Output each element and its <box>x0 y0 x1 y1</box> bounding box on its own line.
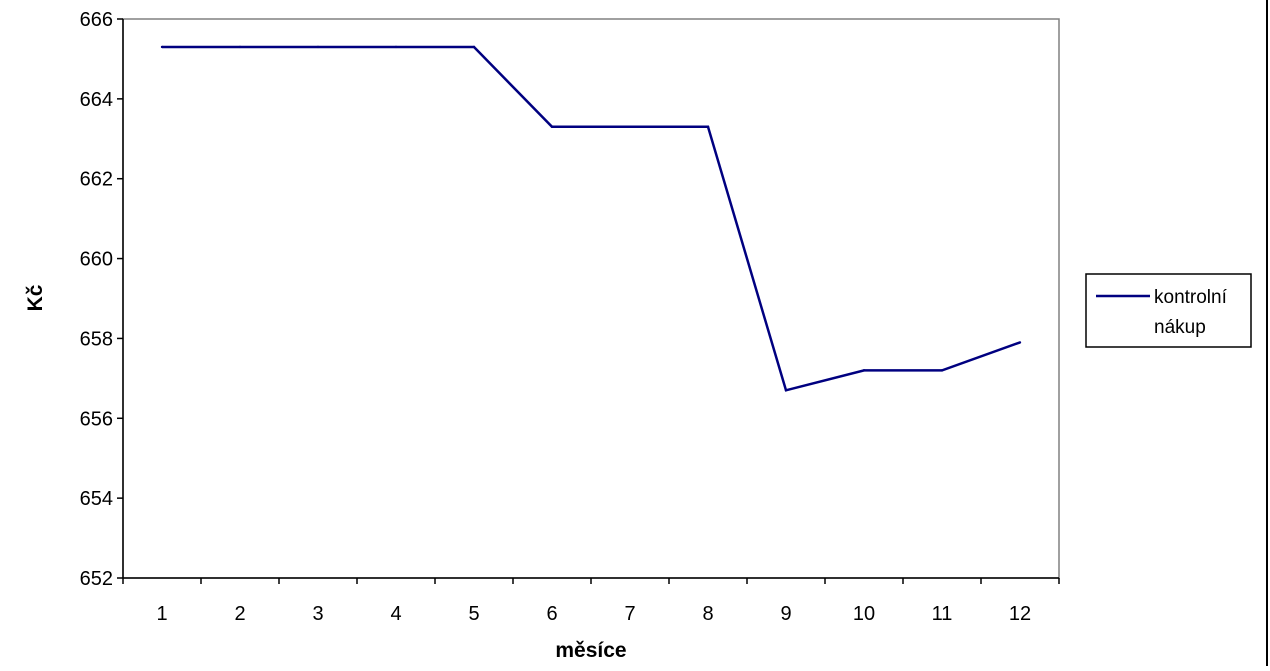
y-tick-label: 654 <box>80 488 113 510</box>
x-axis: 1 2 3 4 5 6 7 8 9 10 11 12 <box>122 577 1060 625</box>
data-point <box>628 125 632 129</box>
x-axis-title: měsíce <box>555 639 626 662</box>
data-point <box>940 369 944 372</box>
x-tick-label: 3 <box>312 603 323 625</box>
x-tick-label: 5 <box>468 603 479 625</box>
y-axis-title: Kč <box>24 284 47 311</box>
data-point <box>238 45 242 49</box>
data-point <box>706 125 710 129</box>
x-tick-label: 11 <box>932 603 953 625</box>
data-point <box>862 369 866 372</box>
data-point <box>784 389 788 392</box>
x-tick-label: 10 <box>853 603 875 625</box>
data-point <box>160 45 164 49</box>
y-axis: 652 654 656 658 660 662 664 666 <box>80 9 124 590</box>
legend-label-line-1: kontrolní <box>1154 287 1228 308</box>
x-tick-label: 4 <box>390 603 401 625</box>
data-point <box>1018 341 1022 344</box>
legend-label-line-2: nákup <box>1154 317 1206 338</box>
data-point <box>550 125 554 129</box>
data-point <box>472 45 476 49</box>
legend: kontrolní nákup <box>1085 273 1252 348</box>
x-tick-label: 9 <box>780 603 791 625</box>
y-tick-label: 656 <box>80 408 113 430</box>
y-tick-label: 662 <box>80 169 113 191</box>
x-tick-label: 12 <box>1009 603 1031 625</box>
x-tick-label: 6 <box>546 603 557 625</box>
data-point <box>394 45 398 49</box>
x-tick-label: 1 <box>156 603 167 625</box>
y-tick-label: 658 <box>80 328 113 350</box>
x-tick-label: 7 <box>624 603 635 625</box>
legend-box <box>1085 273 1252 348</box>
y-tick-label: 652 <box>80 568 113 590</box>
x-tick-label: 8 <box>702 603 713 625</box>
series-line <box>162 45 1021 392</box>
series-layer <box>160 45 1022 392</box>
y-tick-label: 666 <box>80 9 113 31</box>
y-tick-label: 660 <box>80 249 113 271</box>
y-tick-label: 664 <box>80 89 113 111</box>
data-point <box>316 45 320 49</box>
x-tick-label: 2 <box>234 603 245 625</box>
